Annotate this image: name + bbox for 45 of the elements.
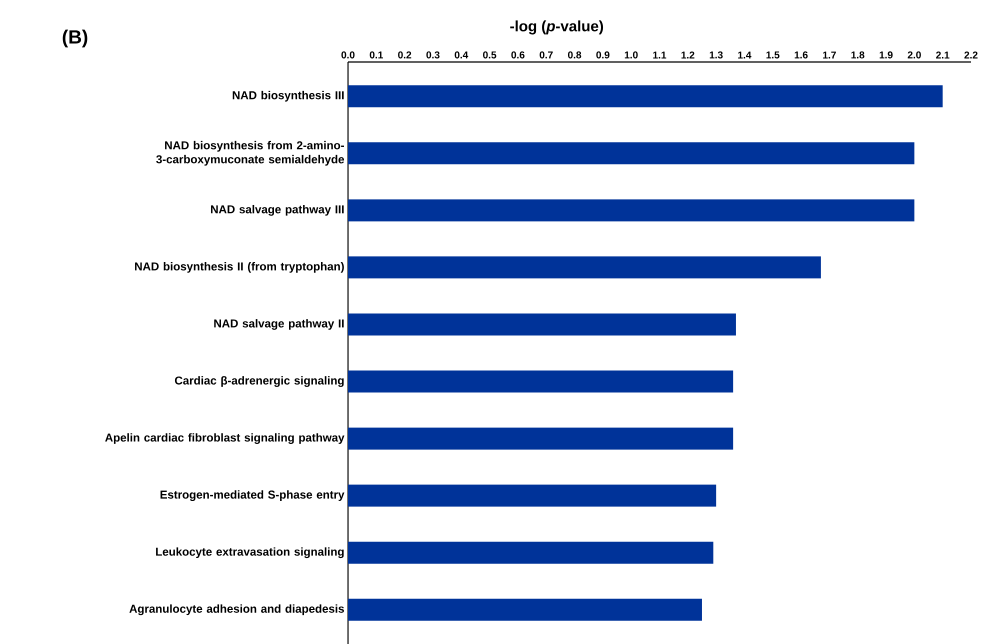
x-tick-label: 1.0 bbox=[624, 51, 638, 58]
y-tick-label: NAD biosynthesis II (from tryptophan) bbox=[135, 262, 344, 273]
bar bbox=[348, 199, 914, 222]
bar bbox=[348, 85, 943, 108]
text: (B) bbox=[62, 30, 88, 48]
x-tick-label: 0.0 bbox=[341, 51, 355, 58]
x-tick-label: 0.8 bbox=[568, 51, 582, 58]
x-tick-label: 0.7 bbox=[540, 51, 553, 58]
x-tick-label: 1.3 bbox=[710, 51, 723, 58]
y-tick-label: NAD biosynthesis III bbox=[232, 90, 344, 102]
x-tick-label: 0.9 bbox=[596, 51, 610, 58]
bar bbox=[348, 256, 821, 278]
x-tick-label: 0.4 bbox=[454, 51, 468, 58]
bar bbox=[348, 598, 702, 621]
bar bbox=[348, 370, 734, 393]
bar bbox=[348, 428, 734, 450]
y-tick-label: Agranulocyte adhesion and diapedesis bbox=[129, 604, 344, 616]
x-tick-label: 1.7 bbox=[823, 52, 836, 58]
x-tick-label: 1.2 bbox=[681, 51, 694, 58]
x-tick-label: 2.2 bbox=[964, 51, 978, 58]
x-tick-label: 1.1 bbox=[653, 52, 666, 58]
x-tick-label: 2.0 bbox=[908, 51, 921, 58]
bar bbox=[348, 142, 914, 164]
y-tick-label: Apelin cardiac fibroblast signaling pathway bbox=[105, 433, 344, 444]
x-tick-label: 1.6 bbox=[794, 51, 808, 58]
y-tick-label: Cardiac β-adrenergic signaling bbox=[174, 376, 344, 387]
y-tick-label: NAD salvage pathway II bbox=[214, 319, 344, 330]
y-tick-label: Estrogen-mediated S-phase entry bbox=[160, 490, 344, 502]
x-tick-label: 0.1 bbox=[370, 51, 383, 58]
x-tick-label: 1.4 bbox=[738, 52, 752, 58]
y-tick-label: NAD biosynthesis from 2-amino-3-carboxymuconate semialdehyde bbox=[156, 140, 344, 166]
bar bbox=[348, 313, 736, 336]
bar bbox=[348, 542, 714, 564]
x-tick-label: 0.6 bbox=[511, 51, 525, 58]
x-tick-label: 1.8 bbox=[851, 51, 864, 58]
x-tick-label: 1.9 bbox=[880, 51, 893, 58]
x-tick-label: 2.1 bbox=[936, 51, 950, 58]
y-tick-label: Leukocyte extravasation signaling bbox=[156, 547, 344, 558]
x-tick-label: 0.5 bbox=[483, 51, 496, 58]
bar bbox=[348, 484, 716, 507]
y-tick-label: NAD salvage pathway III bbox=[211, 204, 344, 216]
x-tick-label: 0.2 bbox=[398, 51, 412, 58]
x-axis-title: -log (p-value) bbox=[510, 20, 604, 34]
x-tick-label: 1.5 bbox=[766, 51, 780, 58]
x-tick-label: 0.3 bbox=[426, 51, 440, 58]
